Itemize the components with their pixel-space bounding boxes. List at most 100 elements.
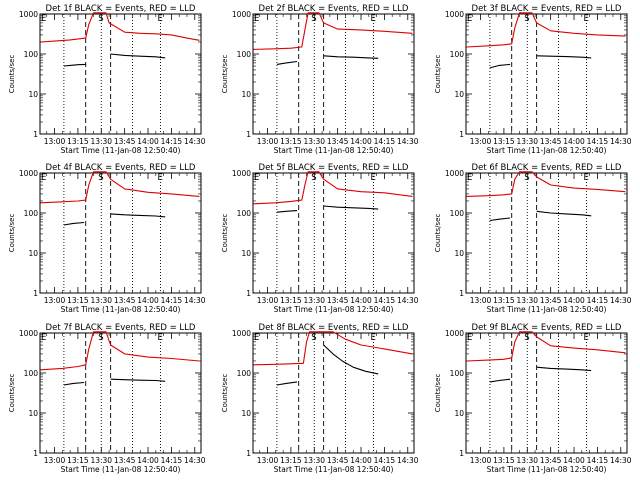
- plot-frame: [252, 13, 415, 135]
- y-tick-label: 1: [33, 130, 38, 139]
- y-axis-label: Counts/sec: [8, 374, 16, 413]
- x-tick-label: 14:15: [587, 137, 609, 146]
- time-marker-label: E: [41, 333, 46, 343]
- x-tick-label: 14:00: [350, 296, 372, 305]
- x-tick-label: 13:45: [327, 137, 349, 146]
- x-tick-label: 13:00: [44, 296, 66, 305]
- x-tick-label: 13:30: [90, 456, 112, 465]
- events-rate-line: [536, 55, 592, 59]
- y-axis-label: Counts/sec: [221, 374, 229, 413]
- y-tick-label: 1000: [232, 329, 251, 338]
- events-rate-line: [63, 381, 85, 386]
- y-tick-label: 10: [241, 90, 251, 99]
- x-axis-label: Start Time (11-Jan-08 12:50:40): [274, 305, 394, 314]
- x-axis-label: Start Time (11-Jan-08 12:50:40): [61, 305, 181, 314]
- x-axis-label: Start Time (11-Jan-08 12:50:40): [487, 465, 607, 474]
- plot-frame: [39, 13, 202, 135]
- time-marker-label: E: [583, 14, 588, 24]
- y-tick-label: 1000: [445, 169, 464, 178]
- y-tick-label: 10: [241, 249, 251, 258]
- lld-rate-line: [40, 171, 200, 204]
- x-tick-label: 13:00: [470, 137, 492, 146]
- detector-panel: Det 7f BLACK = Events, RED = LLD 1 10 100 10…: [8, 323, 206, 474]
- x-tick-label: 13:45: [327, 456, 349, 465]
- time-marker-label: S: [524, 14, 529, 24]
- time-marker-label: S: [311, 173, 316, 183]
- time-marker-label: E: [467, 173, 472, 183]
- x-tick-label: 14:30: [610, 137, 632, 146]
- time-marker-label: S: [311, 14, 316, 24]
- lld-rate-line: [253, 331, 413, 366]
- time-marker-label: E: [254, 173, 259, 183]
- x-tick-label: 13:15: [493, 296, 515, 305]
- time-marker-label: E: [467, 14, 472, 24]
- x-tick-label: 13:45: [540, 456, 562, 465]
- y-tick-label: 1000: [19, 169, 38, 178]
- y-tick-label: 10: [28, 409, 38, 418]
- y-tick-label: 1: [33, 449, 38, 458]
- detector-panel: Det 8f BLACK = Events, RED = LLD 1 10 100 10…: [221, 323, 419, 474]
- x-axis-label: Start Time (11-Jan-08 12:50:40): [61, 465, 181, 474]
- time-marker-label: E: [157, 333, 162, 343]
- y-tick-label: 10: [28, 249, 38, 258]
- x-tick-label: 13:30: [516, 456, 538, 465]
- panel-title: Det 8f BLACK = Events, RED = LLD: [259, 323, 409, 333]
- x-tick-label: 14:00: [563, 456, 585, 465]
- detector-panel: Det 1f BLACK = Events, RED = LLD 1 10 100 10…: [8, 4, 206, 155]
- detector-panel: Det 3f BLACK = Events, RED = LLD 1 10 100 10…: [434, 4, 632, 155]
- x-axis-label: Start Time (11-Jan-08 12:50:40): [487, 305, 607, 314]
- y-tick-label: 1000: [445, 329, 464, 338]
- y-tick-label: 10: [454, 249, 464, 258]
- y-tick-label: 1: [246, 449, 251, 458]
- y-tick-label: 100: [450, 209, 465, 218]
- x-tick-label: 14:15: [587, 296, 609, 305]
- events-rate-line: [489, 217, 511, 222]
- x-tick-label: 13:45: [114, 137, 136, 146]
- x-tick-label: 13:00: [257, 296, 279, 305]
- events-rate-line: [110, 53, 166, 59]
- y-tick-label: 1: [33, 289, 38, 298]
- x-tick-label: 13:30: [516, 137, 538, 146]
- x-tick-label: 14:15: [587, 456, 609, 465]
- plot-frame: [252, 172, 415, 294]
- time-marker-label: E: [157, 173, 162, 183]
- y-tick-label: 100: [24, 50, 39, 59]
- detector-panel: Det 4f BLACK = Events, RED = LLD 1 10 100 10…: [8, 163, 206, 314]
- x-tick-label: 13:15: [67, 296, 89, 305]
- x-tick-label: 13:45: [114, 456, 136, 465]
- y-tick-label: 1000: [19, 329, 38, 338]
- panel-title: Det 3f BLACK = Events, RED = LLD: [472, 4, 622, 14]
- x-tick-label: 14:00: [563, 296, 585, 305]
- y-axis-label: Counts/sec: [434, 55, 442, 94]
- time-marker-label: S: [98, 14, 103, 24]
- events-rate-line: [323, 205, 379, 210]
- time-marker-label: E: [467, 333, 472, 343]
- panel-title: Det 2f BLACK = Events, RED = LLD: [259, 4, 409, 14]
- y-axis-label: Counts/sec: [8, 214, 16, 253]
- lld-rate-line: [466, 171, 626, 197]
- events-rate-line: [110, 213, 166, 218]
- y-axis-label: Counts/sec: [8, 55, 16, 94]
- y-tick-label: 1000: [19, 10, 38, 19]
- x-tick-label: 14:30: [184, 296, 206, 305]
- plot-frame: [39, 332, 202, 454]
- panel-title: Det 7f BLACK = Events, RED = LLD: [46, 323, 196, 333]
- detector-panel: Det 2f BLACK = Events, RED = LLD 1 10 100 10…: [221, 4, 419, 155]
- y-tick-label: 10: [454, 409, 464, 418]
- x-tick-label: 13:15: [67, 137, 89, 146]
- events-rate-line: [276, 60, 298, 65]
- time-marker-label: E: [41, 14, 46, 24]
- x-tick-label: 14:15: [161, 137, 183, 146]
- y-axis-label: Counts/sec: [221, 214, 229, 253]
- y-tick-label: 10: [454, 90, 464, 99]
- y-tick-label: 100: [237, 50, 252, 59]
- x-tick-label: 14:00: [563, 137, 585, 146]
- y-tick-label: 10: [241, 409, 251, 418]
- y-tick-label: 1: [459, 289, 464, 298]
- events-rate-line: [63, 63, 86, 67]
- lld-rate-line: [466, 331, 626, 362]
- x-tick-label: 14:30: [610, 456, 632, 465]
- x-tick-label: 13:30: [90, 137, 112, 146]
- x-tick-label: 14:15: [161, 456, 183, 465]
- events-rate-line: [276, 381, 298, 386]
